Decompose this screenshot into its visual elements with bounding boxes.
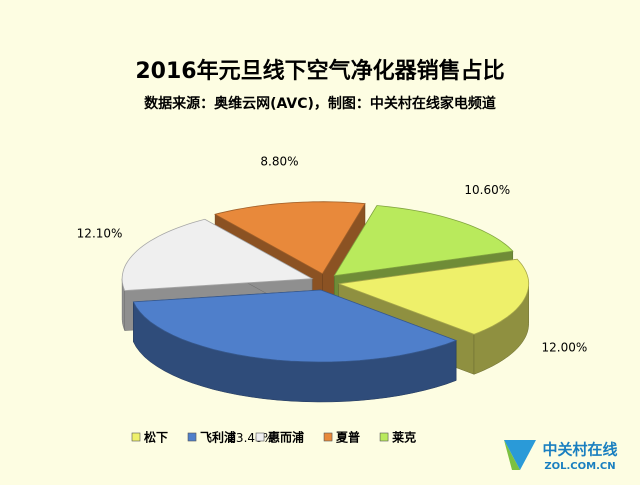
data-label: 12.10% [77, 227, 123, 241]
data-label: 8.80% [260, 155, 298, 169]
legend-swatch [323, 432, 333, 442]
slice [214, 201, 366, 275]
legend-swatch [255, 432, 265, 442]
chart-title: 2016年元旦线下空气净化器销售占比 [135, 58, 504, 84]
legend-swatch [379, 432, 389, 442]
slice [132, 289, 458, 363]
legend-swatch [131, 432, 141, 442]
legend-label: 惠而浦 [268, 430, 304, 445]
slice [333, 205, 514, 277]
logo [504, 440, 536, 470]
watermark-text: 中关村在线 [542, 441, 617, 459]
legend-swatch [187, 432, 197, 442]
watermark: 中关村在线 ZOL.COM.CN [504, 440, 618, 472]
logo [504, 440, 520, 470]
slice [338, 258, 530, 335]
data-label: 10.60% [464, 183, 510, 197]
legend-label: 飞利浦 [200, 430, 236, 445]
legend-label: 夏普 [336, 430, 360, 445]
legend-label: 莱克 [392, 430, 416, 445]
chart-subtitle: 数据来源：奥维云网(AVC)，制图：中关村在线家电频道 [144, 95, 496, 112]
data-label: 12.00% [542, 340, 588, 354]
slice [121, 218, 314, 292]
watermark-url: ZOL.COM.CN [544, 461, 615, 472]
legend-label: 松下 [144, 430, 168, 445]
